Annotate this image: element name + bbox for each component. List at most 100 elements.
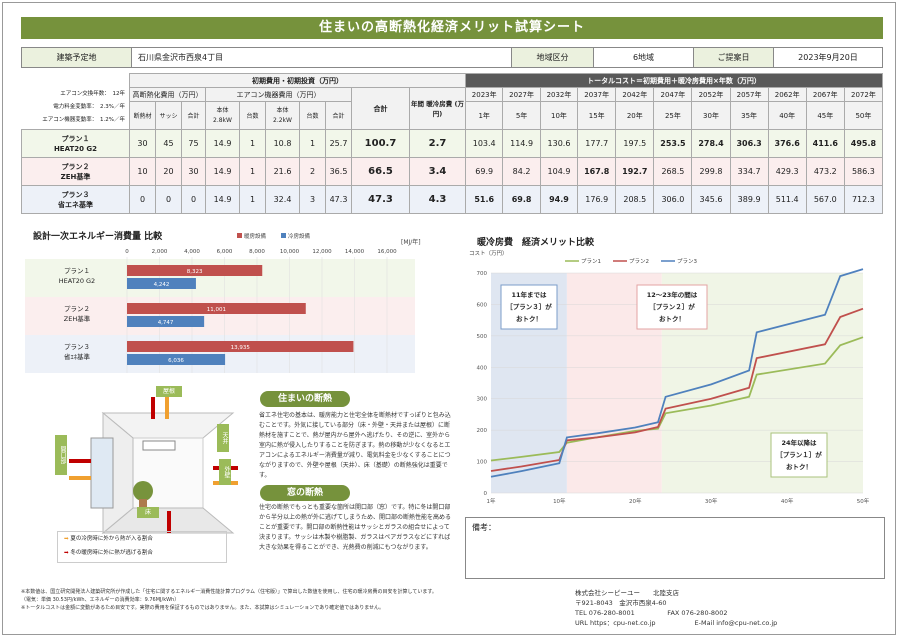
legend-summer-text: 夏の冷房時に外から熱が入る割合 — [70, 536, 153, 542]
cost-y-tick-label: 300 — [477, 397, 488, 403]
cost-series-line — [490, 268, 864, 478]
init-cost-header: 初期費用・初期投資（万円） — [129, 73, 466, 88]
label-floor: 床 — [137, 507, 159, 518]
energy-bar — [127, 354, 226, 365]
total-cost-year-cell: 253.5 — [653, 129, 693, 158]
total-cost-year-cell: 429.3 — [767, 157, 807, 186]
year-cell: 2027年 — [502, 87, 541, 102]
annual-cost-cell: 3.4 — [409, 157, 466, 186]
year-num-cell: 10年 — [539, 101, 579, 130]
remarks-label: 備考： — [472, 523, 496, 532]
energy-chart: 暖房設備 冷房設備 [MJ/年] 0 2,000 4,000 6,000 8,000 10,00… — [25, 232, 421, 373]
energy-bar — [127, 265, 263, 276]
col-ac-28: 本体 2.8kW — [205, 101, 240, 130]
diagram-legend: ➡ 夏の冷房時に外から熱が入る割合 ➡ 冬の暖房時に外に熱が逃げる割合 — [57, 531, 227, 563]
total-cost-year-cell: 94.9 — [539, 185, 579, 214]
annotation-plan3-text: おトク！ — [516, 314, 542, 323]
insul-cost-cell: 10 — [129, 157, 156, 186]
insul-header: 高断熱化費用（万円） — [129, 87, 206, 102]
arrow-summer-icon: ➡ — [64, 536, 69, 542]
para-insulation: 省エネ住宅の基本は、暖房能力と住宅全体を断熱材ですっぽりと包み込むことです。外気… — [259, 412, 451, 479]
year-cell: 2057年 — [729, 87, 769, 102]
energy-category-label: ZEH基準 — [64, 314, 91, 323]
energy-tick-label: 4,000 — [184, 249, 200, 255]
total-cost-year-cell: 389.9 — [729, 185, 769, 214]
ac-cost-cell: 10.8 — [265, 129, 300, 158]
footnote: ※トータルコストは金額に変動があるため目安です。実際の費用を保証するものではあり… — [21, 605, 385, 611]
plan-label: プラン２ ZEH基準 — [21, 157, 130, 186]
col-ac-total: 合計 — [325, 101, 352, 130]
total-cost-year-cell: 473.2 — [805, 157, 845, 186]
energy-category-label: プラン１ — [64, 267, 90, 275]
annotation-plan2-text: ［プラン２］が — [649, 302, 695, 311]
year-num-cell: 35年 — [729, 101, 769, 130]
annual-header: 年間 暖冷房費 (万円) — [409, 87, 466, 130]
plan-label: プラン３ 省エネ基準 — [21, 185, 130, 214]
total-cost-year-cell: 334.7 — [729, 157, 769, 186]
energy-tick-label: 0 — [125, 249, 129, 255]
ac-cost-cell: 21.6 — [265, 157, 300, 186]
cost-y-tick-label: 400 — [477, 365, 488, 371]
date-value: 2023年9月20日 — [773, 47, 883, 68]
cost-chart-title: 暖冷房費 経済メリット比較 — [477, 238, 595, 248]
plan-row: プラン１ HEAT20 G2 30 45 75 14.9 1 10.8 1 25.7 100.7 2.… — [21, 129, 884, 158]
plan-name: プラン３ — [61, 190, 90, 199]
total-cost-year-cell: 51.6 — [464, 185, 504, 214]
energy-tick-label: 16,000 — [377, 249, 397, 255]
cost-y-tick-label: 0 — [484, 491, 488, 497]
energy-bar-value-label: 4,747 — [158, 320, 174, 326]
plant-pot — [139, 499, 147, 509]
company-zip: 〒921-8043 金沢市西泉4-60 — [575, 599, 667, 607]
plan-label: プラン１ HEAT20 G2 — [21, 129, 130, 158]
ac-cost-cell: 14.9 — [205, 185, 240, 214]
total-cost-year-cell: 495.8 — [843, 129, 884, 158]
insul-cost-cell: 30 — [129, 129, 156, 158]
energy-bar — [127, 303, 306, 314]
year-num-cell: 50年 — [843, 101, 884, 130]
total-cost-year-cell: 167.8 — [577, 157, 617, 186]
site-value: 石川県金沢市西泉4丁目 — [131, 47, 512, 68]
cost-y-tick-label: 700 — [477, 271, 488, 277]
energy-bar — [127, 316, 205, 327]
plan-name: プラン２ — [61, 162, 90, 171]
footnote: （電気：単価 30.53円/kWh、エネルギーの消費効率：9.76MJ/kWh） — [21, 597, 180, 603]
ac-cost-cell: 32.4 — [265, 185, 300, 214]
total-cost-year-cell: 69.9 — [464, 157, 504, 186]
energy-tick-label: 8,000 — [249, 249, 265, 255]
legend-summer: ➡ 夏の冷房時に外から熱が入る割合 — [64, 532, 226, 546]
cost-x-tick-label: 50年 — [857, 497, 870, 505]
energy-tick-label: 2,000 — [152, 249, 168, 255]
annotation-plan1-text: おトク！ — [786, 462, 812, 471]
energy-bar-value-label: 13,935 — [231, 345, 251, 351]
total-cost-year-cell: 208.5 — [615, 185, 655, 214]
year-num-cell: 5年 — [502, 101, 541, 130]
total-cost-year-cell: 299.8 — [691, 157, 731, 186]
cost-y-tick-label: 500 — [477, 334, 488, 340]
region-label: 地域区分 — [511, 47, 594, 68]
annotation-plan3-text: 11年までは — [511, 290, 547, 299]
total-cost-cell: 47.3 — [351, 185, 410, 214]
ac-cost-cell: 47.3 — [325, 185, 352, 214]
plant — [133, 481, 153, 501]
arrow-winter-icon: ➡ — [64, 550, 69, 556]
year-cell: 2072年 — [843, 87, 884, 102]
company-name: 株式会社シーピーユー 北陸支店 — [575, 589, 679, 597]
plan-standard: ZEH基準 — [60, 172, 91, 181]
ac-cost-cell: 14.9 — [205, 157, 240, 186]
ac-header: エアコン機器費用（万円） — [205, 87, 352, 102]
cost-y-tick-label: 600 — [477, 302, 488, 308]
label-roof: 屋根 — [156, 386, 182, 397]
annotation-plan2 — [636, 284, 708, 330]
cost-y-tick-label: 200 — [477, 428, 488, 434]
total-cost-year-cell: 712.3 — [843, 185, 884, 214]
cost-chart: コスト（万円） 0 100 200 300 400 500 600 700 1年 10年 20年 30年… — [469, 250, 870, 505]
col-insul-total: 合計 — [181, 101, 206, 130]
site-label: 建築予定地 — [21, 47, 132, 68]
cost-x-tick-label: 10年 — [553, 497, 566, 505]
total-cost-year-cell: 511.4 — [767, 185, 807, 214]
annotation-plan1-text: 24年以降は — [781, 438, 817, 447]
plan-standard: 省エネ基準 — [58, 200, 93, 209]
energy-category-label: プラン３ — [64, 343, 90, 351]
annual-header-label: 年間 暖冷房費 (万円) — [411, 99, 464, 118]
annual-cost-cell: 2.7 — [409, 129, 466, 158]
